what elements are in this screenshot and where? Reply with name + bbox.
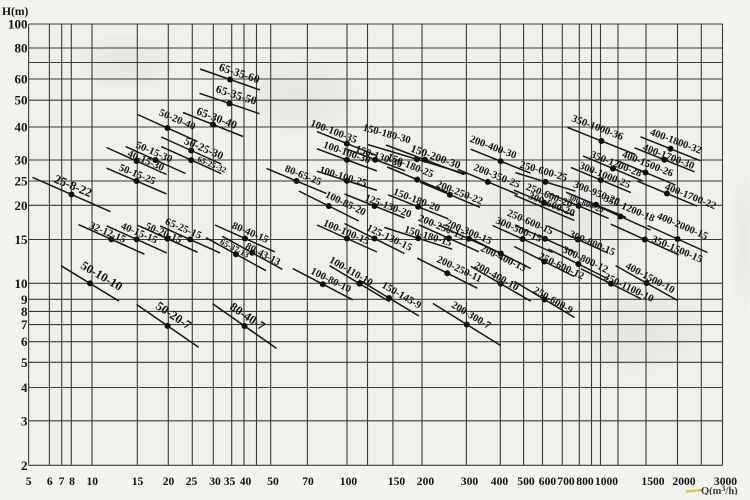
svg-text:8: 8 [21, 304, 28, 319]
svg-text:600: 600 [539, 475, 557, 488]
svg-text:30: 30 [209, 475, 221, 488]
svg-text:800: 800 [576, 475, 594, 488]
svg-text:9: 9 [21, 292, 28, 307]
svg-text:7: 7 [59, 475, 65, 488]
svg-text:15: 15 [132, 475, 144, 488]
svg-text:35: 35 [224, 475, 236, 488]
svg-text:6: 6 [47, 475, 53, 488]
svg-text:10: 10 [87, 475, 99, 488]
svg-text:1500: 1500 [641, 475, 664, 488]
svg-text:50: 50 [267, 475, 279, 488]
svg-text:5: 5 [26, 475, 32, 488]
svg-text:25: 25 [15, 174, 29, 189]
svg-text:20: 20 [15, 198, 28, 213]
svg-text:4: 4 [21, 380, 28, 395]
svg-text:6: 6 [21, 334, 28, 349]
svg-text:2: 2 [21, 458, 28, 473]
svg-text:30: 30 [15, 153, 28, 168]
svg-text:80: 80 [15, 41, 28, 56]
svg-text:H(m): H(m) [2, 5, 29, 18]
svg-text:3: 3 [21, 413, 28, 428]
svg-text:Q(m3/h): Q(m3/h) [701, 484, 738, 495]
svg-text:400: 400 [491, 475, 509, 488]
svg-text:60: 60 [15, 72, 28, 87]
svg-text:150: 150 [388, 475, 406, 488]
svg-text:3000: 3000 [714, 475, 737, 488]
svg-text:500: 500 [517, 475, 535, 488]
svg-text:8: 8 [69, 475, 75, 488]
svg-text:700: 700 [557, 475, 575, 488]
svg-text:300: 300 [461, 475, 479, 488]
svg-text:200: 200 [417, 475, 435, 488]
svg-text:100: 100 [8, 17, 28, 32]
svg-text:100: 100 [340, 475, 358, 488]
svg-text:25: 25 [186, 475, 198, 488]
svg-text:1000: 1000 [595, 475, 618, 488]
svg-text:15: 15 [15, 232, 29, 247]
svg-text:20: 20 [163, 475, 175, 488]
svg-text:50: 50 [15, 93, 28, 108]
svg-text:40: 40 [15, 120, 28, 135]
svg-text:10: 10 [15, 276, 28, 291]
svg-text:70: 70 [302, 475, 314, 488]
svg-text:2000: 2000 [672, 475, 695, 488]
svg-text:7: 7 [21, 317, 28, 332]
svg-text:40: 40 [240, 475, 252, 488]
svg-text:5: 5 [21, 355, 28, 370]
